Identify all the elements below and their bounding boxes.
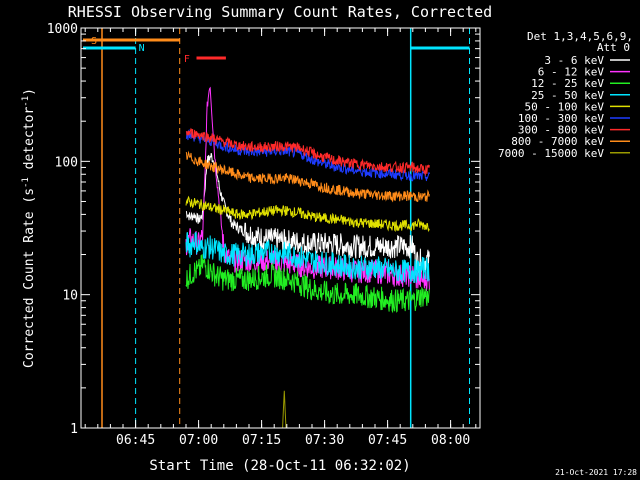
- legend-label-1: 6 - 12 keV: [538, 66, 605, 79]
- chart-title: RHESSI Observing Summary Count Rates, Co…: [68, 3, 492, 21]
- legend-header-attenuator: Att 0: [597, 41, 630, 54]
- legend-label-6: 300 - 800 keV: [518, 124, 604, 137]
- y-tick-label: 1: [70, 422, 78, 437]
- legend-label-5: 100 - 300 keV: [518, 112, 604, 125]
- observing-interval-markers: S N F: [83, 28, 470, 428]
- x-tick-label: 07:00: [179, 433, 218, 448]
- x-tick-label: 07:30: [305, 433, 344, 448]
- plot-frame: [80, 27, 481, 429]
- legend-label-4: 50 - 100 keV: [525, 100, 605, 113]
- x-tick-label: 08:00: [431, 433, 470, 448]
- legend-label-2: 12 - 25 keV: [531, 77, 604, 90]
- night-label: N: [139, 43, 145, 54]
- series-line-2: [185, 254, 430, 314]
- y-tick-label: 10: [62, 289, 78, 304]
- y-tick-label: 1000: [47, 22, 78, 37]
- x-axis-label: Start Time (28-Oct-11 06:32:02): [149, 458, 410, 474]
- x-tick-label: 07:15: [242, 433, 281, 448]
- series-line-6: [185, 127, 430, 177]
- y-axis-label: Corrected Count Rate (s-1 detector-1): [21, 88, 37, 368]
- legend-label-3: 25 - 50 keV: [531, 89, 604, 102]
- saa-label: S: [91, 36, 97, 47]
- series-line-3: [185, 231, 430, 283]
- legend-header-detectors: Det 1,3,4,5,6,9,: [527, 30, 633, 43]
- y-tick-label: 100: [55, 155, 78, 170]
- axes-group: 06:45 07:00 07:15 07:30 07:45 08:00 1000 100 10 1: [47, 22, 480, 448]
- x-tick-label: 07:45: [368, 433, 407, 448]
- series-group: [185, 86, 430, 429]
- legend-label-0: 3 - 6 keV: [544, 54, 604, 67]
- series-line-5: [185, 128, 430, 182]
- series-line-4: [185, 195, 430, 233]
- legend-label-8: 7000 - 15000 keV: [498, 147, 604, 160]
- series-line-8: [282, 390, 287, 429]
- footer-date: 21-Oct-2021 17:28: [555, 468, 637, 477]
- x-tick-label: 06:45: [116, 433, 155, 448]
- flare-label: F: [184, 54, 190, 65]
- series-line-7: [185, 150, 430, 203]
- legend-label-7: 800 - 7000 keV: [511, 135, 604, 148]
